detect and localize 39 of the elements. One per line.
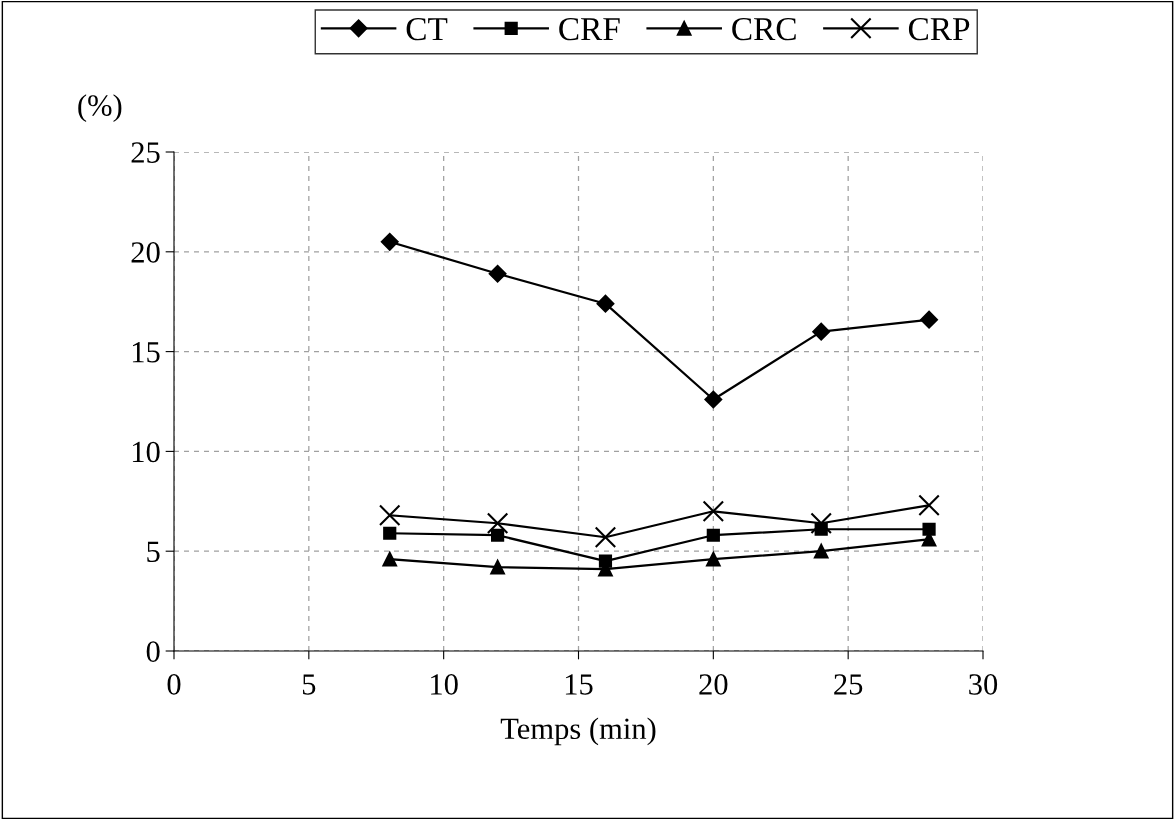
- point: [486, 512, 509, 535]
- x-axis-title: Temps (min): [500, 717, 656, 746]
- point: [378, 504, 401, 527]
- point: [706, 528, 720, 542]
- y-tick-label: 10: [132, 441, 160, 463]
- point: [702, 500, 725, 523]
- point: [490, 559, 505, 575]
- point: [813, 543, 829, 559]
- legend-label: CT: [406, 17, 448, 41]
- point: [594, 526, 617, 548]
- y-tick-label: 0: [146, 641, 160, 662]
- x-tick-label: 25: [834, 674, 863, 695]
- x-tick-label: 10: [431, 674, 458, 695]
- legend-label: CRC: [732, 17, 796, 41]
- point: [918, 494, 940, 517]
- point: [920, 310, 938, 329]
- point: [812, 322, 831, 341]
- y-tick-label: 25: [131, 142, 160, 163]
- point: [383, 526, 397, 540]
- point: [706, 551, 721, 567]
- y-tick-label: 5: [147, 541, 160, 563]
- point: [382, 551, 398, 567]
- y-tick-label: 15: [132, 342, 160, 363]
- x-tick-label: 0: [167, 674, 181, 695]
- x-tick-label: 5: [302, 674, 316, 695]
- point: [704, 390, 723, 409]
- point: [596, 294, 615, 313]
- point: [488, 264, 507, 283]
- point: [810, 512, 832, 535]
- y-axis-title: (%): [78, 94, 122, 123]
- point: [922, 522, 936, 536]
- point: [380, 232, 399, 251]
- x-tick-label: 30: [969, 674, 998, 695]
- y-tick-label: 20: [131, 242, 160, 263]
- legend-label: CRP: [908, 17, 970, 41]
- legend-label: CRF: [559, 17, 620, 41]
- point: [491, 528, 505, 542]
- x-tick-label: 15: [565, 674, 593, 695]
- x-tick-label: 20: [699, 674, 728, 695]
